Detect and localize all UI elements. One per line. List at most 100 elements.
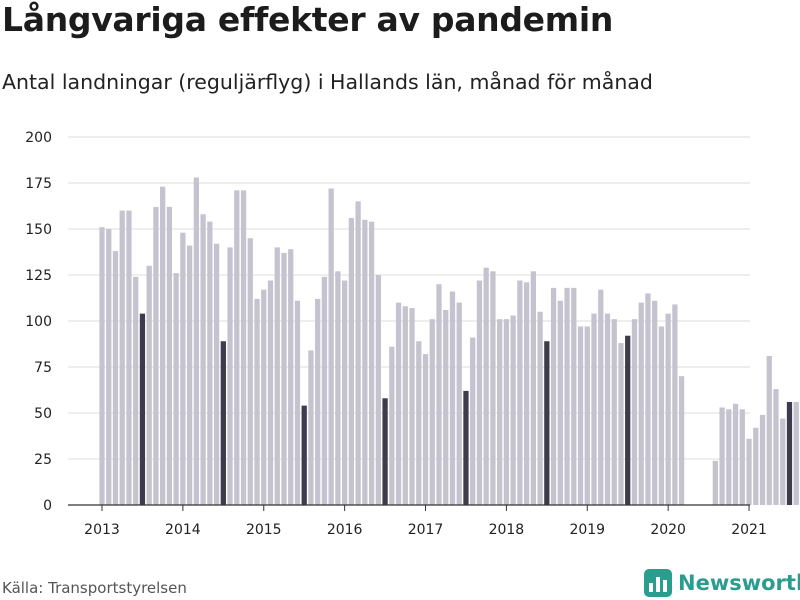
bar: [227, 247, 233, 505]
bar: [739, 409, 745, 505]
bar: [645, 293, 651, 505]
bar: [766, 355, 772, 505]
bar: [510, 315, 516, 505]
bar: [274, 247, 280, 505]
bar: [618, 343, 624, 505]
bar: [780, 418, 786, 505]
bar: [301, 405, 307, 505]
bar: [294, 300, 301, 505]
bar: [759, 414, 766, 505]
bar: [564, 287, 570, 505]
bar: [106, 229, 112, 505]
bar: [395, 302, 402, 505]
bar: [611, 319, 617, 505]
bar: [402, 306, 408, 505]
x-tick-label: 2017: [408, 522, 444, 538]
bar: [186, 245, 193, 505]
bar: [261, 289, 267, 505]
bar: [773, 389, 779, 505]
bar: [746, 438, 752, 505]
bar: [139, 313, 146, 505]
bar: [449, 291, 456, 505]
bar: [193, 177, 199, 506]
bar: [153, 206, 159, 506]
newsworthy-icon: [644, 569, 672, 597]
y-tick-label: 25: [34, 452, 52, 468]
x-tick-label: 2018: [489, 522, 525, 538]
bar: [112, 251, 119, 505]
bar: [463, 390, 469, 505]
bar: [679, 376, 685, 505]
bar: [793, 401, 799, 505]
bar: [234, 190, 240, 506]
bar: [631, 319, 638, 505]
x-tick-label: 2015: [246, 522, 282, 538]
bar: [247, 238, 253, 505]
x-tick-label: 2014: [165, 522, 201, 538]
bar: [348, 217, 355, 505]
bar: [409, 308, 415, 505]
y-tick-label: 200: [25, 130, 52, 146]
bar: [119, 210, 125, 505]
bar: [213, 243, 220, 505]
y-tick-label: 75: [34, 360, 52, 376]
bar: [753, 427, 759, 505]
bar: [240, 190, 247, 506]
bar: [483, 267, 489, 505]
bar: [375, 275, 381, 505]
bar: [517, 280, 523, 505]
y-tick-label: 125: [25, 268, 52, 284]
y-tick-label: 175: [25, 176, 52, 192]
bar: [146, 265, 152, 505]
bar: [254, 298, 260, 505]
bar: [604, 313, 611, 505]
bar: [335, 271, 341, 505]
bar: [389, 346, 395, 505]
bar: [732, 403, 739, 505]
bar: [497, 319, 503, 505]
bar: [207, 221, 213, 505]
y-tick-label: 150: [25, 222, 52, 238]
bar: [712, 460, 718, 505]
bar: [220, 341, 226, 505]
bar: [625, 335, 631, 505]
bar: [133, 276, 139, 505]
bar: [436, 284, 442, 505]
bar: [368, 221, 375, 505]
bar: [429, 319, 435, 505]
bar: [126, 210, 132, 505]
bar: [328, 188, 334, 505]
bar: [530, 271, 536, 505]
bar: [719, 407, 725, 505]
bar: [422, 354, 429, 505]
y-axis: 0 25 50 75 100 125 150 175 200: [25, 130, 52, 514]
y-tick-label: 100: [25, 314, 52, 330]
bar: [173, 273, 179, 505]
brand-logo: Newsworthy: [644, 569, 800, 597]
bar: [638, 302, 644, 505]
x-axis: 2013201420152016201720182019202020212022: [68, 504, 767, 538]
bar: [362, 219, 368, 506]
bar: [342, 280, 348, 505]
bar: [180, 232, 186, 505]
source-note: Källa: Transportstyrelsen: [2, 579, 187, 597]
bar: [308, 350, 314, 505]
bar: [476, 280, 483, 505]
bar: [591, 313, 597, 505]
bar: [544, 341, 550, 505]
bars: [99, 177, 799, 506]
x-tick-label: 2019: [569, 522, 605, 538]
bar: [571, 287, 577, 505]
bar: [321, 276, 328, 505]
y-tick-label: 50: [34, 406, 52, 422]
bar: [786, 401, 793, 505]
x-tick-label: 2016: [327, 522, 363, 538]
bar: [726, 409, 732, 505]
y-tick-label: 0: [43, 498, 52, 514]
chart-title: Långvariga effekter av pandemin: [2, 0, 614, 39]
brand-name: Newsworthy: [678, 571, 800, 595]
chart-subtitle: Antal landningar (reguljärflyg) i Hallan…: [2, 70, 653, 94]
x-tick-label: 2021: [731, 522, 767, 538]
bar: [672, 304, 678, 505]
